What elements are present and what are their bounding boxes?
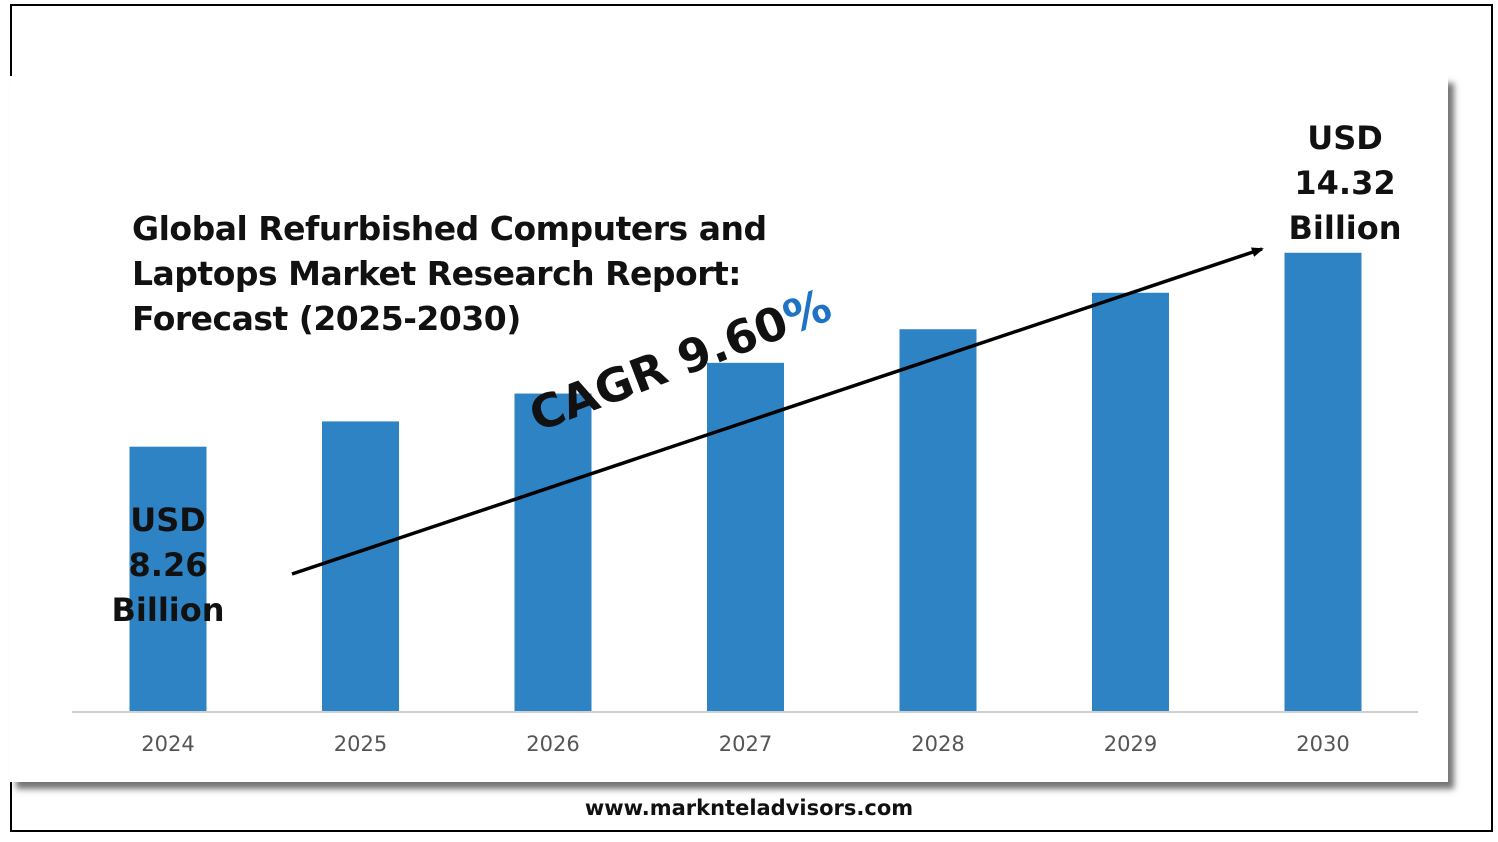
end-value-number: 14.32 bbox=[1294, 164, 1396, 202]
start-value-number: 8.26 bbox=[128, 546, 208, 584]
x-tick-label: 2030 bbox=[1296, 732, 1349, 756]
title-line: Laptops Market Research Report: bbox=[132, 254, 741, 293]
bar-2028 bbox=[899, 329, 977, 711]
x-tick-label: 2029 bbox=[1104, 732, 1157, 756]
x-tick-label: 2028 bbox=[911, 732, 964, 756]
trend-arrow bbox=[291, 247, 1264, 576]
x-tick-label: 2024 bbox=[141, 732, 194, 756]
start-value-unit: Billion bbox=[111, 591, 225, 629]
x-tick-label: 2025 bbox=[334, 732, 387, 756]
bar-2029 bbox=[1092, 292, 1169, 711]
chart-title: Global Refurbished Computers and Laptops… bbox=[132, 206, 792, 341]
start-value-currency: USD bbox=[130, 501, 206, 539]
end-value-label: USD 14.32 Billion bbox=[1270, 116, 1420, 251]
bar-2027 bbox=[707, 362, 784, 711]
bar-2026 bbox=[514, 393, 592, 711]
start-value-label: USD 8.26 Billion bbox=[98, 498, 238, 633]
end-value-currency: USD bbox=[1307, 119, 1383, 157]
title-line: Forecast (2025-2030) bbox=[132, 299, 521, 338]
bar-2024 bbox=[129, 446, 207, 711]
footer-url: www.marknteladvisors.com bbox=[584, 796, 914, 820]
x-tick-label: 2027 bbox=[719, 732, 772, 756]
end-value-unit: Billion bbox=[1288, 209, 1402, 247]
bar-2030 bbox=[1284, 252, 1362, 711]
title-line: Global Refurbished Computers and bbox=[132, 209, 767, 248]
x-tick-label: 2026 bbox=[526, 732, 579, 756]
bar-2025 bbox=[322, 421, 399, 711]
